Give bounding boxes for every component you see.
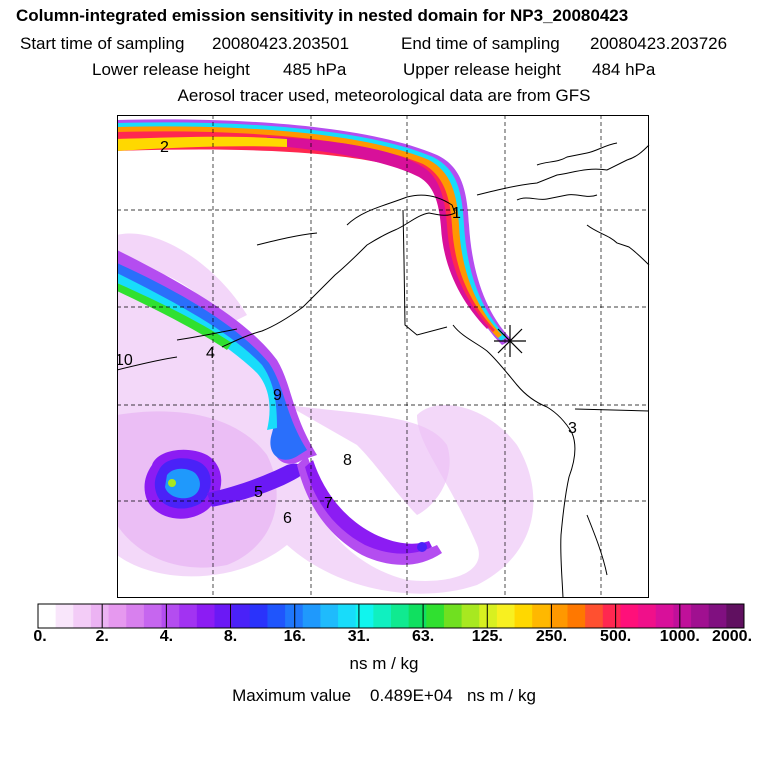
maximum-value-line: Maximum value 0.489E+04 ns m / kg: [0, 686, 768, 706]
colorbar-swatch: [585, 604, 604, 628]
colorbar-tick-label: 2.: [95, 628, 109, 645]
release-site-star: [494, 325, 526, 357]
colorbar-swatch: [514, 604, 533, 628]
colorbar-frame: [37, 603, 745, 629]
colorbar-ticks: 0. 2. 4. 8. 16. 31. 63. 125. 250. 500. 1000. 2000.: [0, 628, 768, 650]
colorbar-swatch: [532, 604, 551, 628]
northern-plume: [117, 119, 512, 345]
colorbar-swatch: [479, 604, 498, 628]
colorbar-swatch: [620, 604, 639, 628]
colorbar-swatch: [161, 604, 180, 628]
colorbar-swatch: [108, 604, 127, 628]
colorbar-swatch: [232, 604, 251, 628]
colorbar-swatch: [673, 604, 692, 628]
colorbar-swatch: [338, 604, 357, 628]
colorbar-tick-label: 1000.: [659, 628, 700, 645]
figure-title: Column-integrated emission sensitivity i…: [16, 6, 629, 25]
colorbar-swatch: [549, 604, 568, 628]
colorbar-swatch: [73, 604, 92, 628]
colorbar-swatch: [461, 604, 480, 628]
max-value-label: Maximum value: [232, 686, 352, 705]
colorbar-tick-label: 0.: [33, 628, 47, 645]
colorbar-swatch: [408, 604, 427, 628]
lower-height-label: Lower release height: [92, 60, 250, 79]
colorbar-swatch: [708, 604, 727, 628]
end-time-value: 20080423.203726: [590, 34, 728, 53]
colorbar-swatch: [302, 604, 321, 628]
colorbar-swatch: [320, 604, 339, 628]
plume-label-3: 3: [568, 420, 577, 437]
colorbar-tick-label: 8.: [223, 628, 238, 645]
colorbar-swatch: [38, 604, 57, 628]
plume-label-5: 5: [254, 484, 263, 501]
colorbar-swatch: [126, 604, 145, 628]
colorbar-swatch: [726, 604, 745, 628]
lower-height-value: 485 hPa: [283, 60, 347, 79]
plume-label-6: 6: [283, 510, 292, 527]
colorbar-swatch: [267, 604, 286, 628]
colorbar-tick-label: 125.: [471, 628, 503, 645]
plume-label-7: 7: [324, 495, 333, 512]
upper-height-label: Upper release height: [403, 60, 561, 79]
plume-label-1: 1: [452, 205, 461, 222]
colorbar: [37, 603, 745, 629]
max-value-number: 0.489E+04: [370, 686, 453, 705]
colorbar-tick-label: 2000.: [711, 628, 753, 645]
colorbar-swatch: [373, 604, 392, 628]
colorbar-swatch: [214, 604, 233, 628]
upper-height-value: 484 hPa: [592, 60, 656, 79]
plume-label-9: 9: [273, 387, 282, 404]
colorbar-tick-label: 16.: [283, 628, 306, 645]
colorbar-swatch: [567, 604, 586, 628]
plume-label-8: 8: [343, 452, 352, 469]
colorbar-swatch: [426, 604, 445, 628]
colorbar-swatch: [638, 604, 657, 628]
emission-sensitivity-map: 1 2 3 4 5 6 7 8 9 10: [117, 115, 650, 599]
plume-label-4: 4: [206, 345, 215, 362]
start-time-label: Start time of sampling: [20, 34, 185, 53]
colorbar-swatch: [655, 604, 674, 628]
colorbar-swatch: [143, 604, 163, 628]
colorbar-units: ns m / kg: [349, 654, 419, 673]
colorbar-swatch: [391, 604, 410, 628]
plume-label-2: 2: [160, 139, 169, 156]
max-value-units: ns m / kg: [466, 686, 536, 705]
colorbar-tick-label: 63.: [411, 628, 435, 645]
colorbar-swatch: [55, 604, 74, 628]
western-plume: [117, 250, 442, 565]
end-time-label: End time of sampling: [401, 34, 560, 53]
colorbar-swatch: [496, 604, 516, 628]
colorbar-swatch: [196, 604, 215, 628]
colorbar-tick-label: 4.: [159, 628, 174, 645]
colorbar-swatch: [355, 604, 374, 628]
coastlines: [117, 142, 650, 599]
colorbar-swatch: [443, 604, 463, 628]
colorbar-swatch: [691, 604, 710, 628]
colorbar-swatch: [90, 604, 110, 628]
colorbar-swatch: [249, 604, 268, 628]
tracer-note: Aerosol tracer used, meteorological data…: [177, 86, 591, 105]
colorbar-swatch: [602, 604, 621, 628]
colorbar-tick-label: 31.: [347, 628, 371, 645]
start-time-value: 20080423.203501: [212, 34, 350, 53]
colorbar-tick-label: 250.: [535, 628, 568, 645]
colorbar-tick-label: 500.: [600, 628, 632, 645]
graticule: [117, 115, 649, 598]
plume-labels: 1 2 3 4 5 6 7 8 9 10: [117, 139, 577, 527]
plume-label-10: 10: [117, 352, 133, 369]
sensitivity-haze: [117, 233, 534, 594]
colorbar-swatch: [179, 604, 198, 628]
colorbar-swatch: [285, 604, 304, 628]
map-frame: [117, 115, 649, 598]
